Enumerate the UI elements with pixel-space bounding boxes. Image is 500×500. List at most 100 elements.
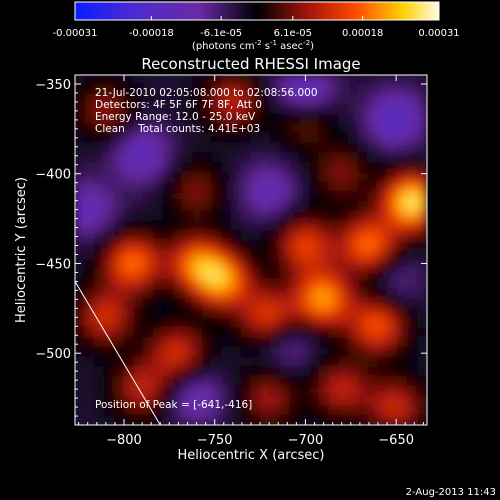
- heatmap-cell: [348, 113, 360, 125]
- heatmap-cell: [94, 239, 105, 251]
- heatmap-cell: [103, 405, 115, 416]
- heatmap-cell: [221, 113, 232, 125]
- heatmap-cell: [309, 123, 320, 134]
- heatmap-cell: [260, 239, 272, 251]
- y-tick-label: −450: [35, 257, 71, 272]
- heatmap-cell: [387, 93, 399, 105]
- heatmap-cell: [377, 230, 389, 241]
- heatmap-cell: [358, 346, 369, 358]
- heatmap-cell: [279, 307, 291, 319]
- heatmap-cell: [250, 307, 262, 319]
- heatmap-cell: [367, 385, 379, 397]
- heatmap-cell: [270, 181, 281, 193]
- heatmap-cell: [318, 414, 330, 425]
- heatmap-cell: [103, 249, 115, 261]
- heatmap-cell: [250, 346, 262, 358]
- heatmap-cell: [318, 142, 330, 154]
- heatmap-cell: [133, 385, 144, 397]
- heatmap-cell: [318, 268, 330, 280]
- heatmap-cell: [172, 191, 184, 202]
- heatmap-cell: [397, 278, 408, 290]
- heatmap-cell: [94, 191, 105, 202]
- heatmap-cell: [103, 191, 115, 202]
- heatmap-cell: [211, 346, 223, 358]
- heatmap-cell: [75, 220, 86, 232]
- heatmap-cell: [221, 230, 232, 241]
- heatmap-cell: [191, 337, 203, 348]
- colorbar-ticks: -0.00031 -0.00018 -6.1e-05 6.1e-05 0.00018 0.…: [53, 16, 460, 39]
- heatmap-cell: [182, 103, 193, 115]
- heatmap-cell: [358, 220, 369, 232]
- heatmap-cell: [406, 181, 418, 193]
- heatmap-cell: [142, 356, 154, 368]
- heatmap-cell: [240, 132, 252, 144]
- heatmap-cell: [377, 171, 389, 183]
- heatmap-cell: [250, 75, 262, 86]
- heatmap-cell: [358, 191, 369, 202]
- heatmap-cell: [182, 268, 193, 280]
- heatmap-cell: [113, 375, 125, 387]
- heatmap-cell: [221, 385, 232, 397]
- heatmap-cell: [387, 405, 399, 416]
- heatmap-cell: [367, 123, 379, 134]
- heatmap-cell: [377, 337, 389, 348]
- heatmap-cell: [397, 395, 408, 407]
- heatmap-cell: [84, 103, 96, 115]
- heatmap-cell: [182, 142, 193, 154]
- heatmap-cell: [182, 210, 193, 222]
- heatmap-cell: [240, 327, 252, 338]
- heatmap-cell: [270, 317, 281, 329]
- heatmap-cell: [113, 123, 125, 134]
- heatmap-cell: [299, 307, 311, 319]
- heatmap-cell: [201, 356, 213, 368]
- info-line-time: 21-Jul-2010 02:05:08.000 to 02:08:56.000: [95, 87, 318, 99]
- heatmap-cell: [358, 230, 369, 241]
- heatmap-cell: [201, 230, 213, 241]
- heatmap-cell: [240, 93, 252, 105]
- heatmap-cell: [172, 337, 184, 348]
- heatmap-cell: [84, 298, 96, 309]
- heatmap-cell: [123, 288, 135, 300]
- heatmap-cell: [75, 405, 86, 416]
- heatmap-cell: [377, 395, 389, 407]
- heatmap-cell: [406, 171, 418, 183]
- heatmap-cell: [250, 259, 262, 270]
- heatmap-cell: [260, 103, 272, 115]
- heatmap-cell: [289, 152, 301, 163]
- heatmap-cell: [172, 327, 184, 338]
- heatmap-cell: [162, 414, 174, 425]
- heatmap-cell: [230, 307, 242, 319]
- heatmap-cell: [406, 239, 418, 251]
- heatmap-cell: [113, 317, 125, 329]
- heatmap-cell: [416, 405, 427, 416]
- heatmap-cell: [367, 191, 379, 202]
- heatmap-cell: [182, 288, 193, 300]
- heatmap-cell: [84, 395, 96, 407]
- heatmap-cell: [416, 346, 427, 358]
- heatmap-cell: [348, 123, 360, 134]
- heatmap-cell: [260, 259, 272, 270]
- heatmap-cell: [191, 123, 203, 134]
- heatmap-cell: [338, 366, 350, 377]
- heatmap-cell: [211, 132, 223, 144]
- heatmap-cell: [250, 142, 262, 154]
- heatmap-cell: [230, 152, 242, 163]
- heatmap-cell: [191, 200, 203, 212]
- colorbar-unit-label: (photons cm-2 s-1 asec-2): [192, 39, 314, 52]
- heatmap-cell: [318, 171, 330, 183]
- heatmap-cell: [387, 337, 399, 348]
- heatmap-cell: [221, 171, 232, 183]
- heatmap-cell: [103, 162, 115, 173]
- info-line-counts: Clean Total counts: 4.41E+03: [95, 123, 260, 135]
- heatmap-cell: [367, 132, 379, 144]
- heatmap-cell: [191, 181, 203, 193]
- heatmap-cell: [318, 346, 330, 358]
- heatmap-cell: [348, 142, 360, 154]
- heatmap-cell: [260, 171, 272, 183]
- heatmap-cell: [211, 113, 223, 125]
- heatmap-cell: [123, 356, 135, 368]
- heatmap-cell: [338, 75, 350, 86]
- heatmap-cell: [358, 152, 369, 163]
- heatmap-cell: [338, 375, 350, 387]
- heatmap-cell: [142, 191, 154, 202]
